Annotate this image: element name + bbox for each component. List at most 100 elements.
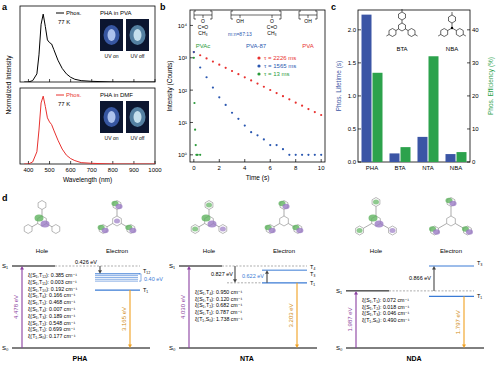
annotation: PHA in PVA xyxy=(100,10,132,16)
y-tick xyxy=(358,95,361,96)
orbital-label: Hole xyxy=(370,248,383,254)
lobe xyxy=(375,221,384,228)
arrow-head xyxy=(233,279,237,283)
y2-tick-label: 20 xyxy=(472,93,479,99)
legend-label: τ = 2226 ms xyxy=(264,55,296,61)
data-point xyxy=(269,144,271,146)
level-label: S₀ xyxy=(336,345,343,351)
data-point xyxy=(218,64,220,66)
bond xyxy=(438,35,441,37)
y-tick xyxy=(358,29,361,30)
ring xyxy=(389,29,396,37)
s1-level xyxy=(12,266,55,267)
bond xyxy=(452,28,456,31)
bond xyxy=(274,224,280,227)
legend-swatch xyxy=(56,95,64,96)
molecule-name: NTA xyxy=(240,355,254,362)
level-label: T₄ xyxy=(310,264,316,270)
lobe xyxy=(202,215,211,222)
x-tick-label: 10 xyxy=(318,165,325,171)
ring xyxy=(38,201,46,210)
polymer-name: PVA xyxy=(302,43,314,49)
y-axis-title: Normalized Intensity xyxy=(5,55,13,115)
y2-tick-label: 40 xyxy=(472,27,479,33)
t-level-cluster xyxy=(95,277,138,278)
bond xyxy=(455,224,463,229)
s0-level xyxy=(179,348,317,349)
group-label: OH xyxy=(304,18,312,24)
photo-label: UV off xyxy=(131,135,145,141)
spectrum-line xyxy=(24,96,155,164)
x-tick-label: 1000 xyxy=(148,167,162,173)
x-tick-label: 4 xyxy=(243,165,247,171)
arrow-head xyxy=(354,291,358,295)
data-point xyxy=(314,111,316,113)
lobe xyxy=(129,228,136,234)
data-point xyxy=(314,154,316,156)
level-label: S₀ xyxy=(169,345,176,351)
level-label: T₃ xyxy=(477,260,483,266)
gap-label: 0.40 eV xyxy=(144,276,163,282)
orbital-label: Hole xyxy=(36,248,49,254)
arrow-head xyxy=(128,345,132,349)
x-tick xyxy=(49,79,50,82)
data-point xyxy=(199,66,201,68)
data-point xyxy=(320,114,322,116)
x-tick-label: 0 xyxy=(192,165,196,171)
ring xyxy=(389,226,397,235)
data-point xyxy=(205,57,207,59)
level-label: T₁ xyxy=(143,287,148,293)
data-point xyxy=(295,154,297,156)
data-point xyxy=(288,154,290,156)
panel-label: c xyxy=(331,2,336,12)
arrow-shaft xyxy=(296,283,297,345)
bond xyxy=(452,12,453,15)
bond xyxy=(284,210,285,217)
molecule-label: NBA xyxy=(446,46,458,52)
t1-level xyxy=(262,282,307,283)
orbital-picture xyxy=(191,201,227,234)
plot-data xyxy=(193,51,323,156)
bar xyxy=(446,154,456,162)
photo-label: UV on xyxy=(105,53,119,59)
data-point xyxy=(244,125,246,127)
data-point xyxy=(320,154,322,156)
spectrum-line xyxy=(24,14,155,82)
polymer-structure: OHOC=OCH₃PVA-87m:n=87:13 xyxy=(228,11,281,49)
t-level-cluster xyxy=(95,275,138,276)
data-point xyxy=(193,102,195,104)
x-tick-label: 800 xyxy=(108,167,119,173)
ring xyxy=(356,226,364,235)
y-tick-label: 10² xyxy=(178,88,187,94)
panel-a-plot: 4005006007008009001000Wavelength (nm)Pho… xyxy=(20,88,162,184)
bar xyxy=(373,73,383,162)
y-tick-label: 1.0 xyxy=(348,93,357,99)
bond xyxy=(32,224,38,227)
plot-data xyxy=(24,14,155,82)
y-tick xyxy=(358,62,361,63)
s1-level xyxy=(346,290,389,291)
data-point xyxy=(263,86,265,88)
panel-a-plot: Normalized IntensityPhos.77 KPHA in PVAU… xyxy=(5,6,155,114)
arrow-shaft xyxy=(433,269,434,291)
bar xyxy=(390,153,400,162)
t-level-cluster xyxy=(95,281,138,282)
ring xyxy=(441,29,448,37)
orbital-label: Electron xyxy=(273,248,295,254)
lobe xyxy=(41,221,50,228)
ring xyxy=(399,23,406,31)
y2-tick xyxy=(467,128,470,129)
x-tick xyxy=(244,159,245,162)
panel-label: a xyxy=(2,2,8,12)
bond xyxy=(451,207,452,217)
photo-glow xyxy=(134,111,142,123)
photo-glow xyxy=(108,29,116,41)
legend-marker xyxy=(257,64,260,67)
polymer-name: PVAc xyxy=(196,43,211,49)
lobe xyxy=(466,229,473,235)
panel-label: d xyxy=(2,193,8,203)
panel-b-plot: 10⁰10¹10²10³10⁴0246810Time (s)Intensity … xyxy=(166,10,325,182)
group-label: CH₃ xyxy=(198,30,207,36)
data-point xyxy=(282,95,284,97)
data-point xyxy=(256,83,258,85)
